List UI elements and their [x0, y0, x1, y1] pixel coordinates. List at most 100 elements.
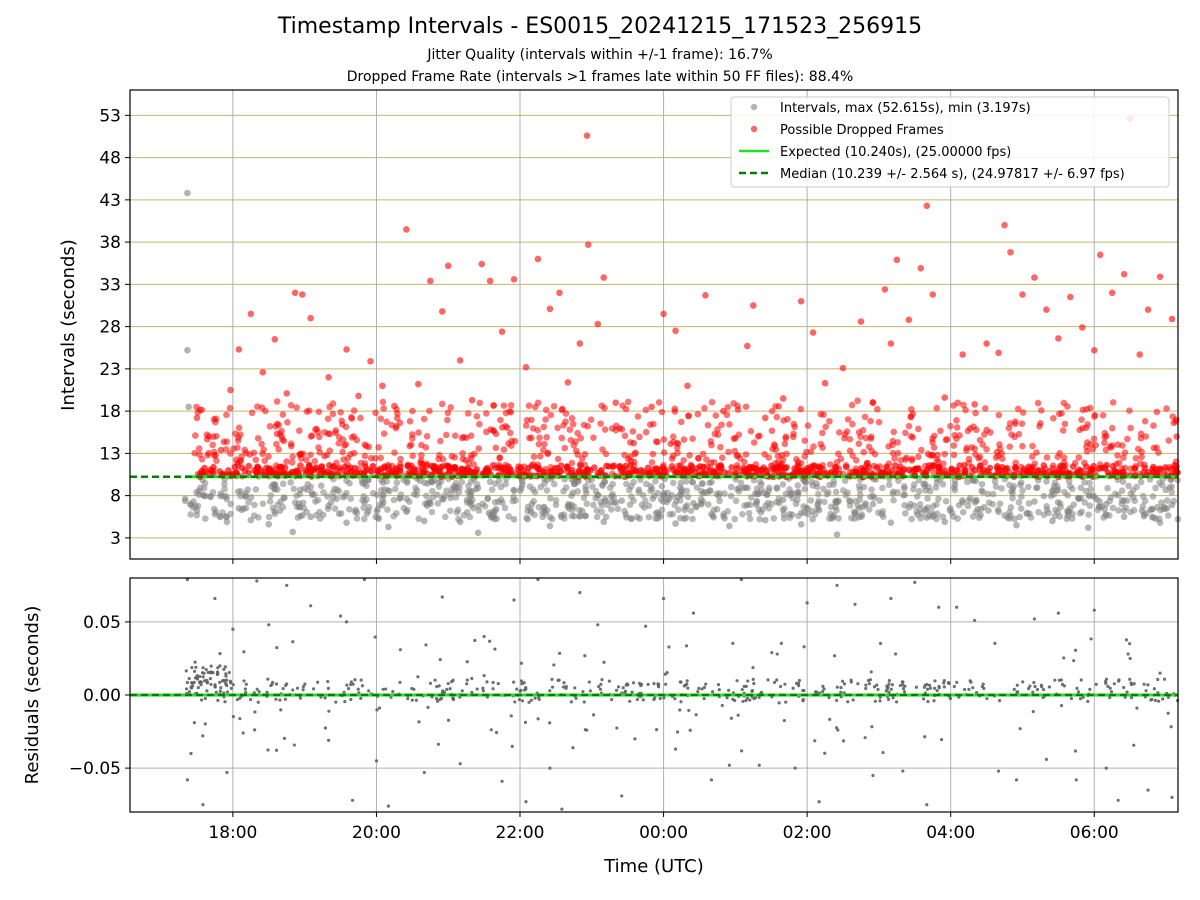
residual-point — [203, 722, 207, 726]
dropped-cloud-point — [966, 425, 974, 432]
dropped-band-point — [347, 464, 355, 471]
residual-point — [997, 699, 1002, 703]
residual-point — [813, 739, 817, 743]
interval-cloud-point — [1076, 509, 1084, 517]
residual-point — [201, 675, 205, 679]
interval-cloud-point — [324, 493, 331, 500]
data-point — [797, 297, 805, 305]
residual-point — [238, 717, 242, 721]
residual-point — [744, 698, 748, 703]
dropped-cloud-point — [686, 451, 693, 459]
residual-point — [736, 713, 740, 717]
dropped-band-point — [960, 461, 968, 469]
interval-cloud-point — [764, 499, 772, 507]
dropped-cloud-point — [981, 405, 989, 412]
interval-cloud-point — [779, 481, 787, 488]
residual-point — [520, 682, 524, 686]
dropped-cloud-point — [772, 446, 780, 453]
interval-cloud-point — [854, 502, 862, 510]
residual-point — [947, 681, 951, 686]
interval-cloud-point — [1070, 501, 1078, 508]
interval-cloud-point — [710, 506, 718, 514]
interval-cloud-point — [1051, 512, 1059, 520]
data-point — [309, 604, 313, 608]
dropped-cloud-point — [747, 427, 755, 435]
bottom-y-axis-label: Residuals (seconds) — [22, 606, 43, 785]
residual-point — [1146, 683, 1150, 687]
interval-cloud-point — [1152, 515, 1159, 523]
residual-point — [656, 685, 661, 689]
dropped-band-point — [669, 466, 677, 473]
data-point — [548, 766, 552, 770]
dropped-band-point — [865, 463, 873, 471]
dropped-cloud-point — [654, 438, 661, 446]
dropped-cloud-point — [894, 439, 901, 446]
dropped-cloud-point — [409, 431, 416, 438]
residual-point — [939, 737, 944, 742]
x-tick-label: 20:00 — [352, 823, 401, 843]
data-point — [344, 620, 349, 624]
interval-cloud-point — [434, 500, 442, 507]
y-tick-label: 33 — [99, 275, 121, 295]
dropped-cloud-point — [348, 434, 356, 441]
data-point — [749, 302, 757, 309]
dropped-band-point — [1040, 462, 1048, 469]
residual-point — [581, 689, 585, 694]
dropped-cloud-point — [943, 436, 951, 443]
data-point — [217, 446, 225, 454]
residual-point — [225, 678, 229, 682]
dropped-cloud-point — [708, 398, 716, 406]
interval-cloud-point — [424, 480, 431, 487]
data-point — [498, 328, 506, 335]
data-point — [1158, 671, 1162, 675]
dropped-cloud-point — [622, 405, 630, 413]
residual-point — [244, 682, 248, 686]
interval-cloud-point — [238, 506, 246, 514]
dropped-cloud-point — [315, 408, 323, 416]
interval-cloud-point — [684, 493, 692, 501]
dropped-cloud-point — [337, 409, 344, 416]
y-tick-label: 53 — [99, 106, 121, 126]
residual-point — [1127, 642, 1132, 646]
interval-cloud-point — [792, 500, 800, 508]
interval-cloud-point — [794, 482, 802, 489]
dropped-cloud-point — [987, 429, 994, 436]
residual-point — [751, 665, 755, 670]
residual-point — [597, 685, 601, 689]
interval-cloud-point — [580, 494, 588, 502]
dropped-cloud-point — [500, 402, 508, 409]
dropped-cloud-point — [420, 415, 428, 423]
interval-cloud-point — [773, 485, 781, 492]
interval-cloud-point — [1101, 505, 1108, 513]
interval-cloud-point — [331, 505, 339, 512]
interval-cloud-point — [352, 506, 360, 514]
residual-point — [205, 681, 210, 685]
interval-cloud-point — [415, 515, 423, 523]
interval-cloud-point — [312, 498, 319, 505]
dropped-cloud-point — [383, 418, 390, 426]
dropped-band-point — [1002, 465, 1010, 472]
interval-cloud-point — [645, 513, 653, 521]
interval-cloud-point — [934, 510, 941, 518]
residual-point — [205, 689, 209, 693]
residual-point — [739, 749, 744, 753]
residual-point — [1069, 696, 1074, 701]
dropped-band-point — [495, 464, 502, 472]
residual-point — [655, 728, 659, 732]
interval-cloud-point — [467, 478, 475, 485]
dropped-band-point — [954, 467, 962, 475]
residual-point — [652, 682, 656, 686]
dropped-cloud-point — [580, 421, 588, 429]
residual-point — [1125, 690, 1129, 694]
residual-point — [346, 686, 351, 691]
residual-point — [887, 690, 891, 694]
residual-point — [633, 737, 637, 741]
interval-cloud-point — [630, 478, 637, 486]
dropped-cloud-point — [363, 442, 370, 450]
interval-cloud-point — [268, 483, 275, 490]
residual-point — [893, 652, 898, 656]
data-point — [901, 769, 905, 773]
dropped-cloud-point — [642, 406, 650, 414]
interval-cloud-point — [814, 490, 822, 498]
dropped-cloud-point — [624, 455, 632, 463]
